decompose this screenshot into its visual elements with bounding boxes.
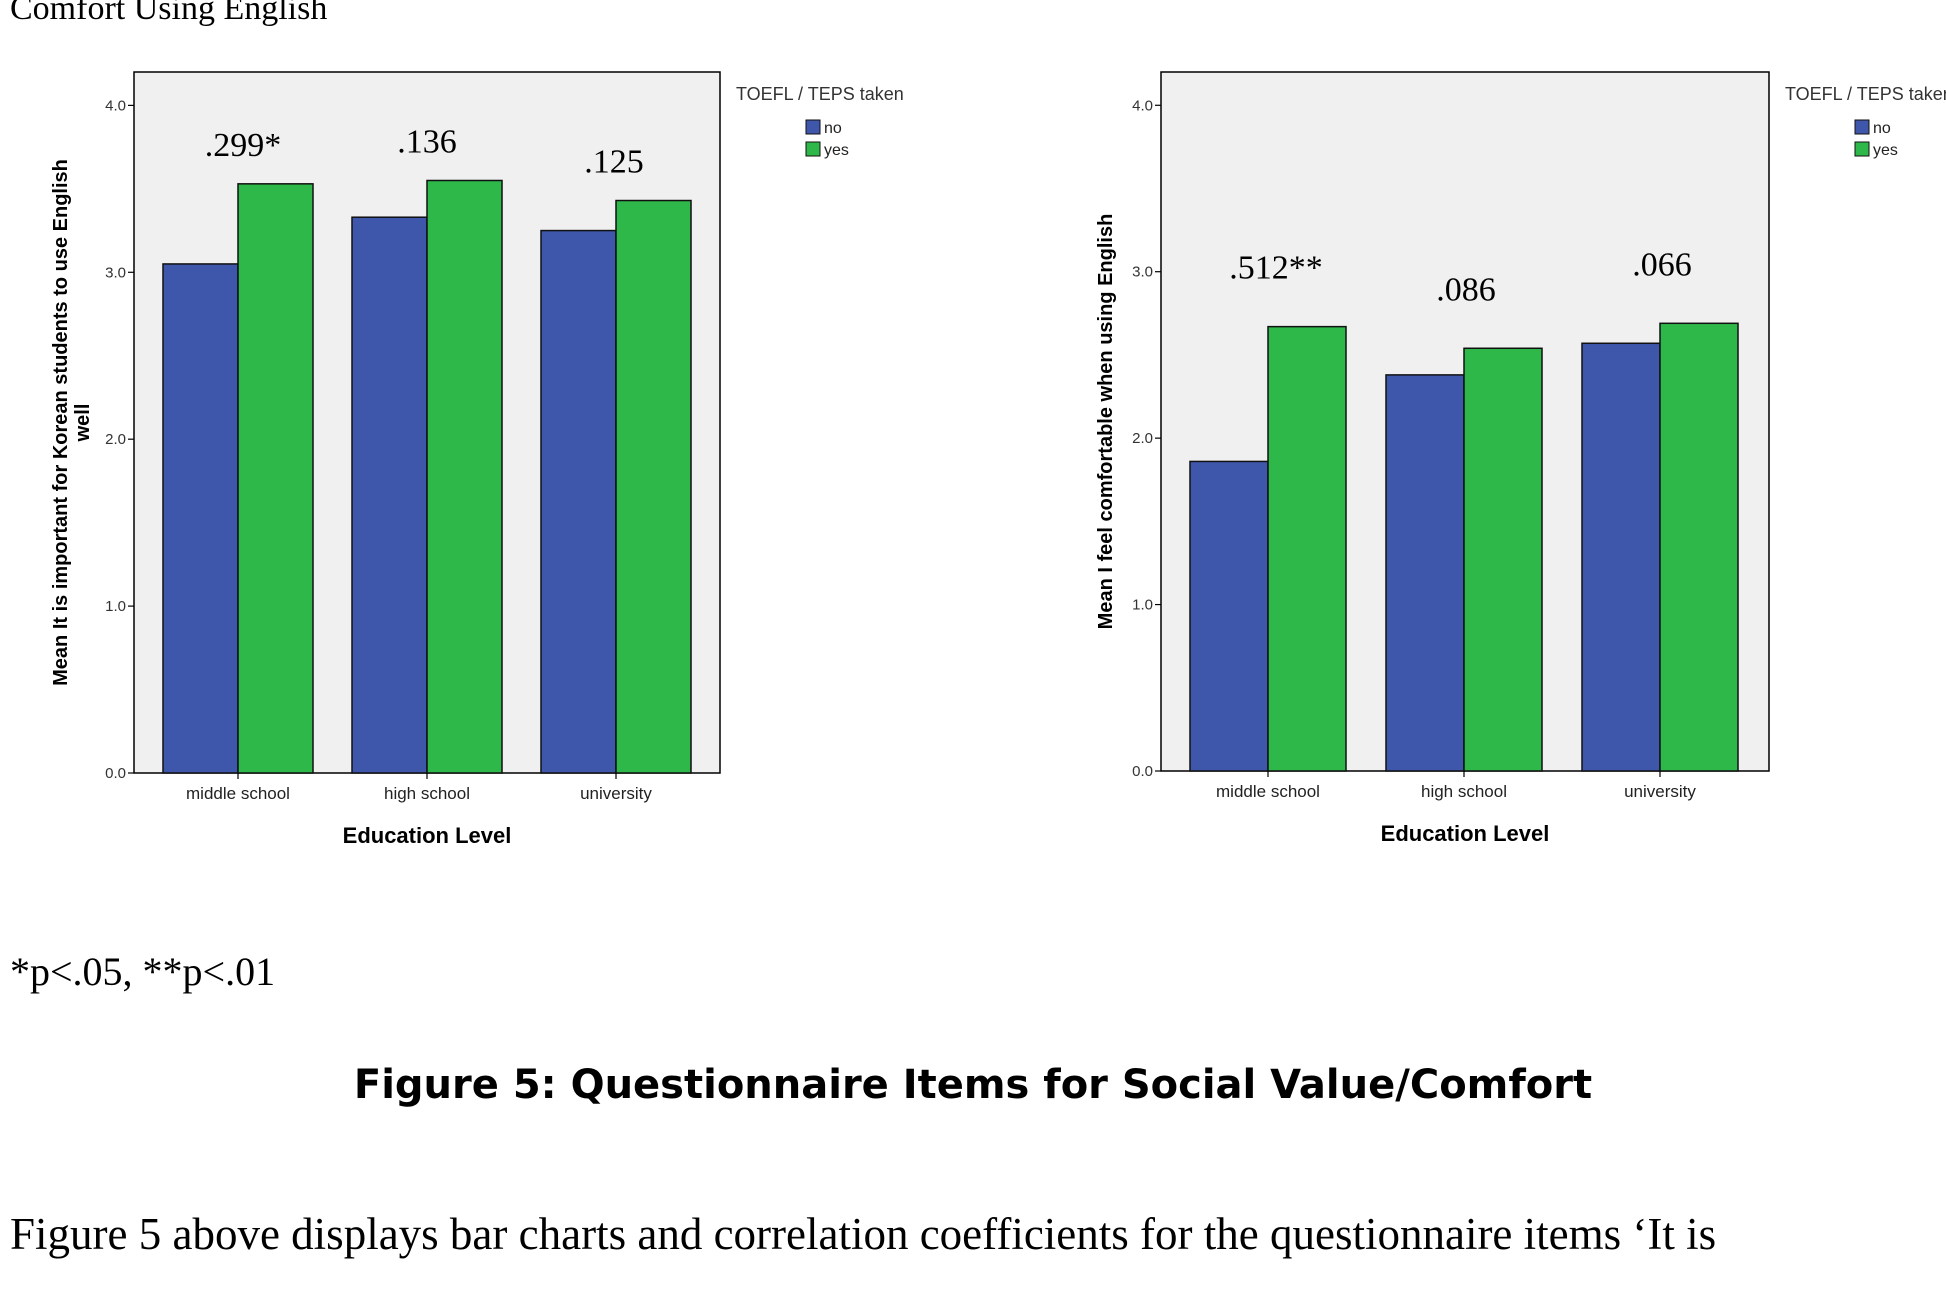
- significance-note: *p<.05, **p<.01: [10, 949, 276, 994]
- correlation-coefficient-label: .066: [1632, 246, 1692, 283]
- bar-yes-university: [1659, 322, 1739, 772]
- top-caption: Comfort Using English: [10, 0, 328, 27]
- legend-label-no: no: [1873, 120, 1891, 137]
- y-tick-label: 3.0: [1132, 264, 1153, 281]
- y-axis-label: Mean It is important for Korean students…: [50, 159, 72, 686]
- x-tick-label: middle school: [186, 784, 290, 803]
- legend-title: TOEFL / TEPS taken: [1785, 84, 1946, 104]
- bar-yes-high-school: [1463, 347, 1543, 772]
- x-tick-label: high school: [384, 784, 470, 803]
- correlation-coefficient-label: .125: [584, 144, 644, 181]
- bar-no-high-school: [351, 216, 428, 774]
- correlation-coefficient-label: .136: [397, 123, 457, 160]
- y-tick-label: 0.0: [105, 765, 126, 782]
- y-tick-label: 1.0: [105, 598, 126, 615]
- legend-swatch-no: [805, 119, 821, 135]
- correlation-coefficient-label: .299*: [205, 127, 282, 164]
- y-tick-label: 0.0: [1132, 763, 1153, 780]
- correlation-coefficient-label: .086: [1436, 271, 1496, 308]
- bar-no-high-school: [1385, 374, 1465, 772]
- y-tick-label: 4.0: [1132, 97, 1153, 114]
- y-tick-label: 3.0: [105, 264, 126, 281]
- bar-no-university: [1581, 342, 1661, 772]
- x-tick-label: university: [1624, 782, 1696, 801]
- correlation-coefficient-label: .512**: [1229, 250, 1323, 287]
- bar-no-university: [540, 229, 617, 774]
- bar-yes-university: [615, 199, 692, 774]
- legend-swatch-yes: [1854, 141, 1870, 157]
- x-tick-label: high school: [1421, 782, 1507, 801]
- y-axis-label: well: [72, 404, 94, 443]
- body-paragraph: Figure 5 above displays bar charts and c…: [10, 1209, 1717, 1259]
- y-axis-label: Mean I feel comfortable when using Engli…: [1095, 214, 1117, 630]
- bar-yes-high-school: [426, 179, 503, 774]
- x-tick-label: middle school: [1216, 782, 1320, 801]
- legend-label-yes: yes: [824, 142, 849, 159]
- bar-no-middle-school: [162, 263, 239, 774]
- legend-swatch-no: [1854, 119, 1870, 135]
- bar-yes-middle-school: [237, 183, 314, 774]
- bar-chart-importance: 0.0 1.0 2.0 3.0 4.0 middle school .299* high sc…: [50, 71, 904, 848]
- x-tick-label: university: [580, 784, 652, 803]
- y-tick-label: 2.0: [105, 431, 126, 448]
- y-tick-label: 1.0: [1132, 597, 1153, 614]
- legend-swatch-yes: [805, 141, 821, 157]
- legend-label-no: no: [824, 120, 842, 137]
- x-axis-label: Education Level: [1381, 821, 1550, 846]
- legend-title: TOEFL / TEPS taken: [736, 84, 904, 104]
- figure-caption: Figure 5: Questionnaire Items for Social…: [353, 1062, 1593, 1108]
- y-tick-label: 4.0: [105, 97, 126, 114]
- bar-no-middle-school: [1189, 460, 1269, 772]
- bar-chart-comfort: 0.0 1.0 2.0 3.0 4.0 middle school .512** high s…: [1095, 71, 1946, 846]
- bar-yes-middle-school: [1267, 325, 1347, 772]
- legend-label-yes: yes: [1873, 142, 1898, 159]
- y-tick-label: 2.0: [1132, 430, 1153, 447]
- x-axis-label: Education Level: [343, 823, 512, 848]
